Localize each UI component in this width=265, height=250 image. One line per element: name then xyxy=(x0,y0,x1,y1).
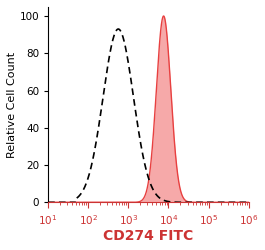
Y-axis label: Relative Cell Count: Relative Cell Count xyxy=(7,52,17,158)
X-axis label: CD274 FITC: CD274 FITC xyxy=(103,229,193,243)
